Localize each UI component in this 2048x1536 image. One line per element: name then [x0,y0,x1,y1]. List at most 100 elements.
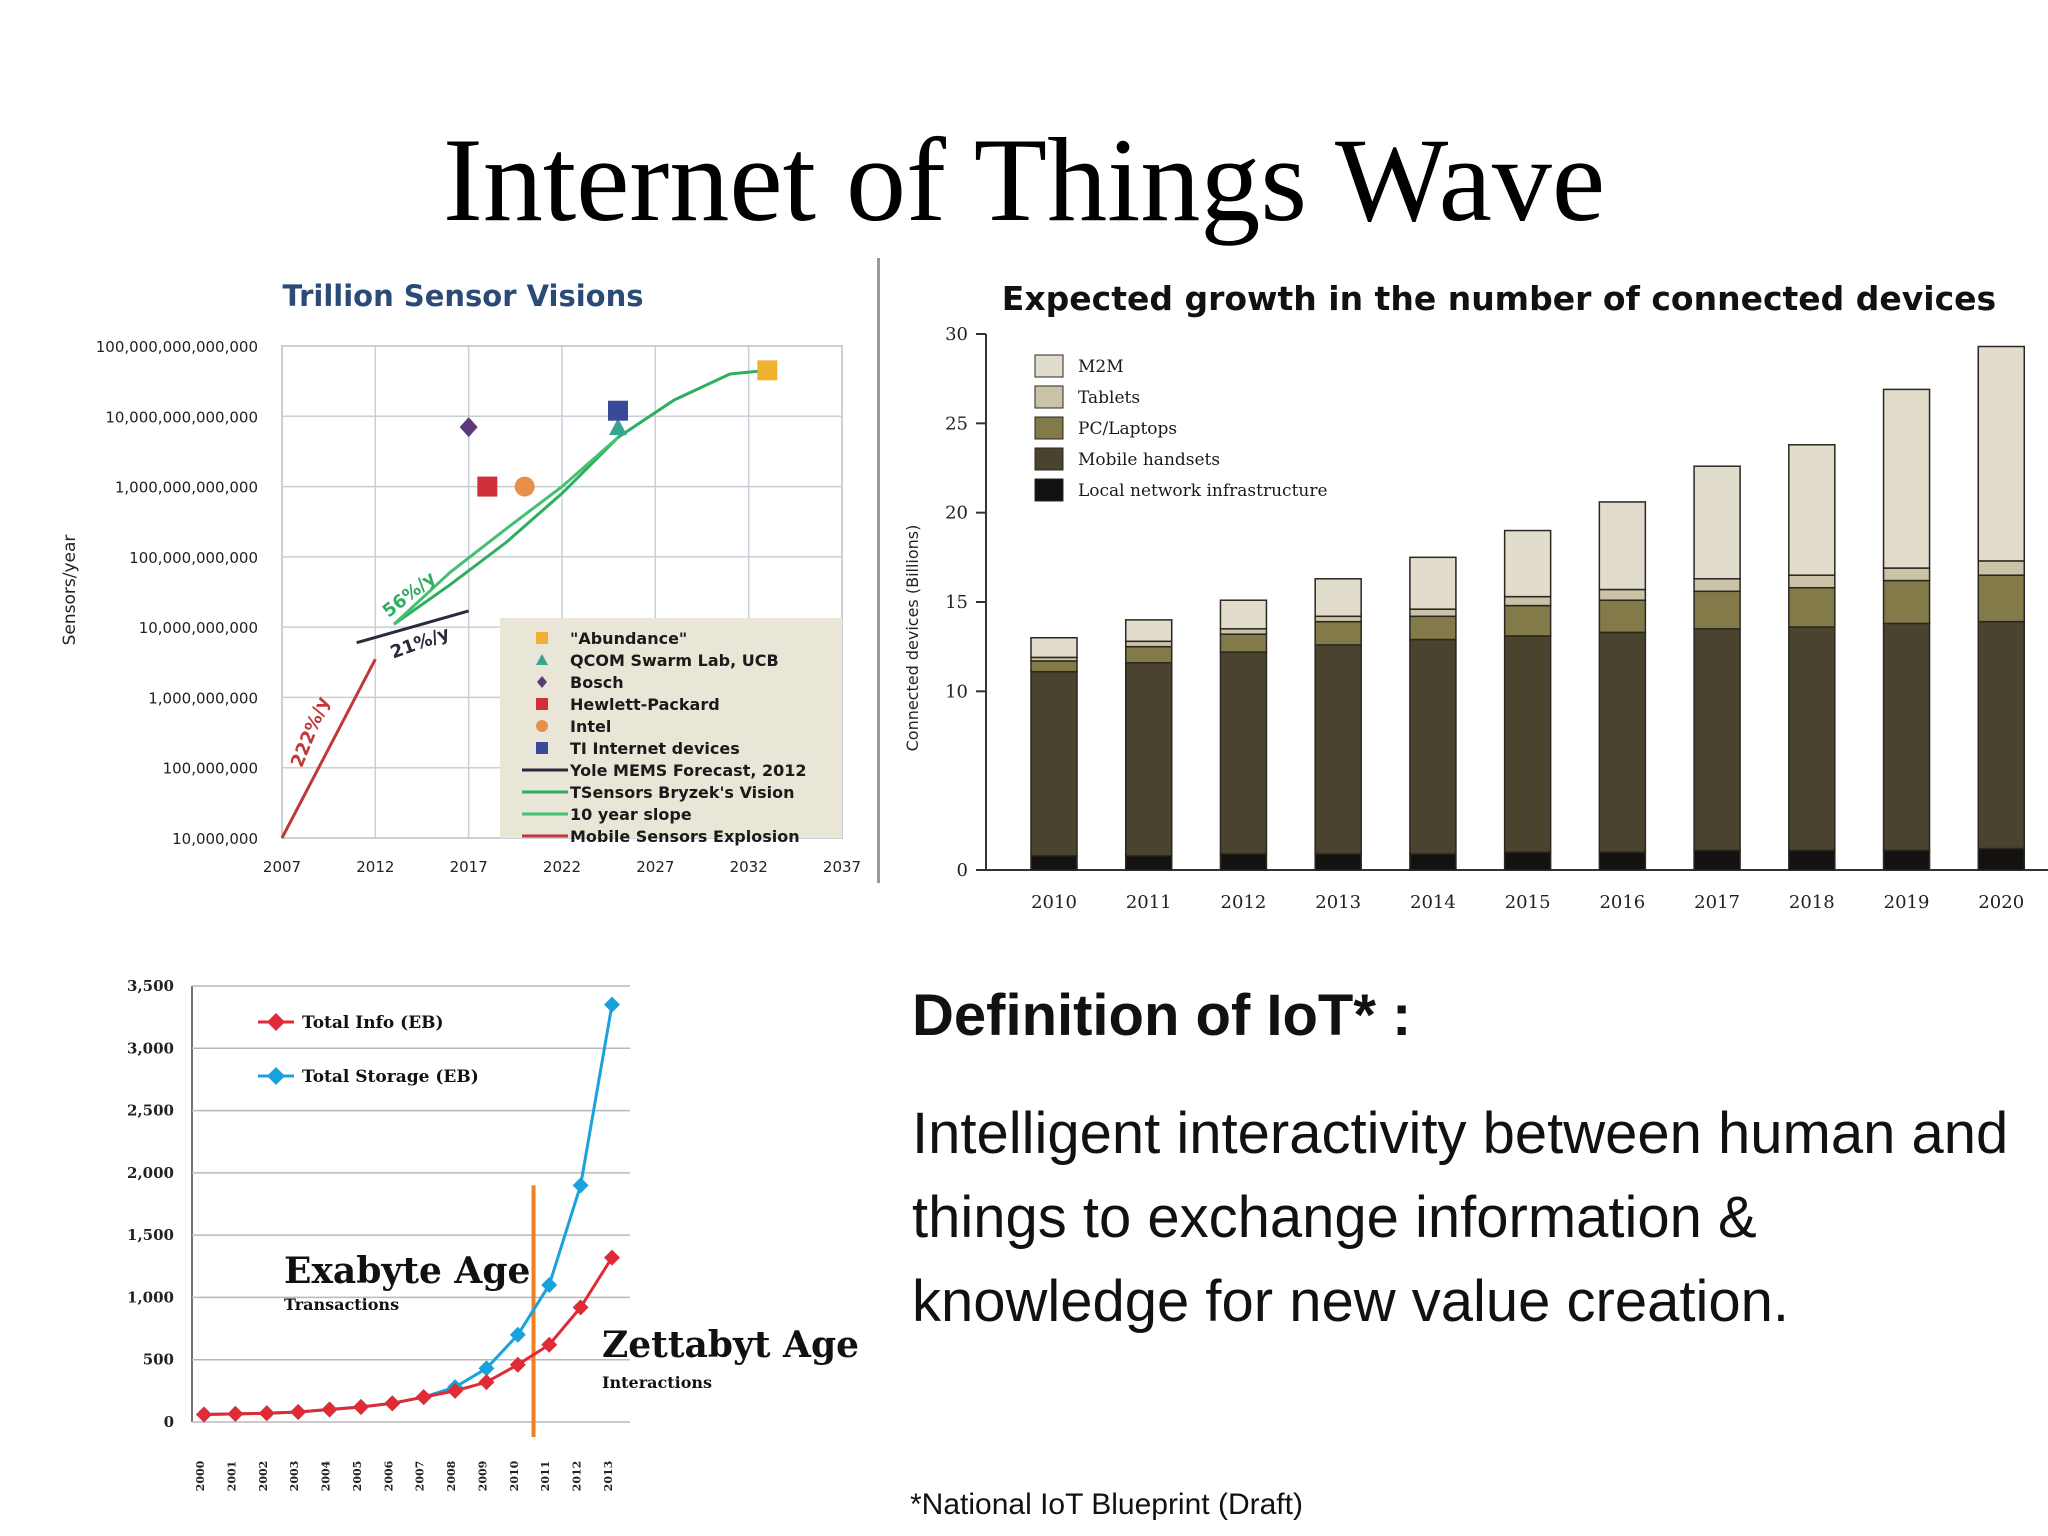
x-tick-label: 2007 [414,1461,427,1492]
legend-swatch [267,1067,285,1085]
x-tick-label: 2012 [1221,892,1267,913]
legend-label: Total Info (EB) [302,1013,444,1033]
data-point [572,1177,589,1194]
y-tick-label: 100,000,000 [163,760,258,778]
bar-segment [1598,851,1647,871]
y-tick-label: 3,500 [127,977,174,995]
x-tick-label: 2015 [1505,892,1551,913]
bar-segment [1409,556,1457,610]
connected-devices-chart: Expected growth in the number of connect… [903,279,2048,913]
x-tick-label: 2013 [602,1461,615,1492]
bar-segment [1314,620,1362,646]
legend-swatch [1034,447,1064,471]
y-tick-label: 10 [945,681,968,702]
bar-segment [1977,560,2026,576]
legend-swatch [536,632,548,644]
era-sublabel: Interactions [602,1373,712,1392]
y-tick-label: 500 [143,1351,174,1369]
definition-body: Intelligent interactivity between human … [912,1101,2009,1334]
data-point [477,476,498,497]
legend-label: Bosch [570,673,624,692]
bar-segment [1314,853,1362,871]
legend-label: 10 year slope [570,805,692,824]
bar-segment [1030,636,1078,659]
data-point [459,417,478,438]
x-tick-label: 2000 [194,1460,207,1491]
bar-segment [1693,849,1741,871]
bar-segment [1977,620,2026,850]
bar-segment [1693,578,1741,593]
bar-segment [1977,574,2026,623]
bar-segment [1788,444,1836,576]
series-line [392,436,619,626]
x-tick-label: 2018 [1789,892,1835,913]
x-tick-label: 2014 [1410,892,1456,913]
y-tick-label: 25 [945,413,968,434]
data-point [196,1406,212,1423]
bar-segment [1882,849,1931,871]
bar-segment [1598,501,1647,591]
x-tick-label: 2020 [1978,892,2024,913]
bar-segment [1598,588,1647,601]
data-point [415,1389,432,1406]
legend-swatch [536,720,548,732]
data-point [541,1336,558,1353]
bar-segment [1977,345,2026,562]
x-tick-label: 2007 [263,858,301,876]
y-tick-label: 2,000 [127,1164,174,1182]
legend-label: PC/Laptops [1078,419,1177,439]
bar-segment [1882,579,1931,625]
era-sublabel: Transactions [284,1295,399,1314]
bar-segment [1124,645,1173,664]
definition-title: Definition of IoT* : [912,983,1412,1048]
bar-segment [1598,599,1647,634]
series-line [356,609,470,645]
legend-label: TI Internet devices [570,739,740,758]
legend-swatch [1034,416,1064,440]
y-tick-label: 100,000,000,000,000 [96,338,258,356]
x-tick-label: 2011 [1126,892,1172,913]
bar-segment [1503,604,1552,637]
slide-title: Internet of Things Wave [442,113,1606,246]
data-point [227,1405,244,1422]
bar-segment [1788,586,1836,628]
legend-label: Mobile handsets [1078,450,1220,470]
data-point [514,476,535,497]
legend-swatch [536,654,548,665]
bar-segment [1124,619,1173,643]
bar-segment [1409,853,1457,871]
legend-label: Tablets [1078,388,1140,408]
bar-segment [1882,388,1931,569]
chart-title: Trillion Sensor Visions [282,279,643,313]
y-tick-label: 1,000 [127,1288,174,1306]
trillion-sensor-chart: Trillion Sensor Visions Sensors/year 10,… [60,279,861,876]
series-line [280,658,377,839]
x-tick-label: 2010 [1031,892,1077,913]
x-tick-label: 2006 [382,1460,395,1491]
x-tick-label: 2004 [320,1460,333,1491]
legend-swatch [536,698,548,710]
bar-segment [1598,631,1647,853]
legend-label: Total Storage (EB) [302,1067,479,1087]
x-tick-label: 2019 [1884,892,1930,913]
y-tick-label: 0 [164,1413,174,1431]
y-tick-label: 0 [957,860,968,881]
data-point [757,360,778,381]
y-tick-label: 100,000,000,000 [129,549,258,567]
panel-divider [877,258,880,883]
bar-segment [1788,626,1836,852]
x-tick-label: 2001 [225,1461,238,1492]
legend-label: Intel [570,717,611,736]
bar-segment [1030,854,1078,871]
legend-label: "Abundance" [570,629,687,648]
legend-label: Mobile Sensors Explosion [570,827,800,846]
era-label: Zettabyt Age [602,1324,859,1366]
data-point [541,1276,558,1293]
bar-segment [1314,644,1362,855]
data-point [604,996,620,1013]
legend-box [500,618,842,838]
bar-segment [1503,851,1552,871]
series-line [393,368,768,626]
footnote: *National IoT Blueprint (Draft) [910,1488,1303,1521]
y-axis-label: Connected devices (Billions) [903,525,922,752]
